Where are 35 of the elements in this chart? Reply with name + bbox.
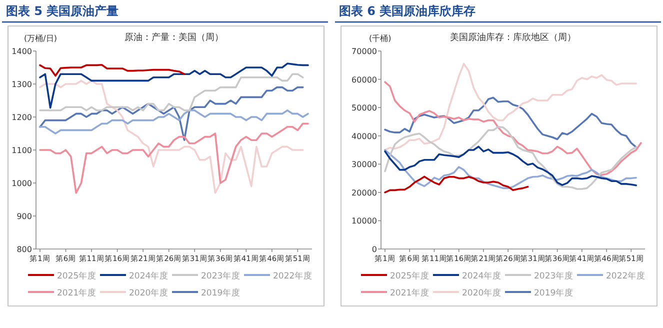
y-tick-label: 30000 [352, 160, 377, 170]
chart-subtitle: 美国原油库存：库欣地区（周） [450, 32, 576, 43]
y-tick-label: 1000 [12, 179, 32, 188]
legend-label: 2022年度 [273, 270, 313, 282]
y-axis-title: (千桶) [369, 34, 392, 43]
legend-label: 2019年度 [201, 288, 241, 298]
legend-label: 2024年度 [462, 270, 502, 282]
y-tick-label: 1100 [12, 146, 32, 155]
legend-label: 2025年度 [390, 270, 430, 282]
legend-label: 2023年度 [201, 270, 241, 282]
y-tick-label: 900 [16, 212, 32, 221]
legend-label: 2019年度 [534, 288, 574, 298]
chart-title: 图表 5 美国原油产量 [6, 4, 119, 18]
y-tick-label: 1300 [12, 80, 32, 89]
chart-subtitle: 原油：产量：美国（周） [124, 32, 224, 43]
chart-title: 图表 6 美国原油库欣库存 [339, 4, 476, 18]
legend-label: 2023年度 [534, 270, 574, 282]
y-tick-label: 60000 [352, 75, 377, 84]
y-tick-label: 1400 [12, 47, 32, 56]
y-tick-label: 1200 [12, 113, 32, 122]
legend-label: 2024年度 [129, 270, 169, 282]
y-tick-label: 0 [372, 245, 377, 254]
y-tick-label: 10000 [352, 216, 377, 226]
legend-label: 2020年度 [462, 288, 502, 298]
y-tick-label: 70000 [352, 47, 377, 56]
legend-label: 2022年度 [606, 270, 646, 282]
y-axis-title: (万桶/日) [24, 34, 57, 43]
y-tick-label: 20000 [352, 188, 377, 198]
y-tick-label: 800 [16, 245, 32, 254]
legend-label: 2021年度 [57, 288, 97, 298]
legend-label: 2020年度 [129, 288, 169, 298]
legend-label: 2021年度 [390, 288, 430, 298]
y-tick-label: 50000 [352, 104, 377, 113]
y-tick-label: 40000 [352, 132, 377, 141]
legend-label: 2025年度 [57, 270, 97, 282]
